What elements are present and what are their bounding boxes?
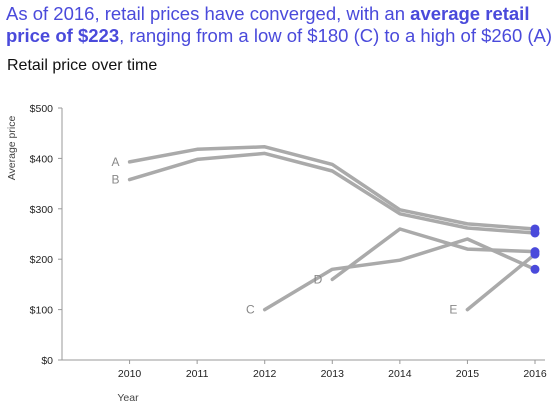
series-label-e: E (449, 303, 457, 317)
series-label-c: C (246, 303, 255, 317)
series-endpoints (530, 224, 540, 274)
y-axis-ticks: $0 $100 $200 $300 $400 $500 (30, 103, 62, 367)
chart-headline: As of 2016, retail prices have converged… (6, 3, 554, 47)
x-axis-label: Year (117, 392, 139, 404)
series-line-b (127, 151, 537, 235)
series-label-b: B (112, 173, 120, 187)
y-tick-label: $200 (30, 254, 54, 266)
y-tick-label: $0 (41, 355, 53, 367)
series-lines (127, 145, 537, 312)
chart-title: Retail price over time (7, 57, 158, 74)
endpoint-dot-c (530, 264, 540, 274)
x-tick-label: 2012 (253, 368, 277, 380)
series-label-a: A (112, 155, 120, 169)
headline-highlight: average retail price of $223 (6, 3, 530, 46)
y-axis-label: Average price (6, 116, 18, 181)
series-line-d (330, 227, 537, 282)
y-tick-label: $300 (30, 204, 54, 216)
series-line-a (127, 145, 537, 231)
x-axis-ticks: 2010 2011 2012 2013 2014 2015 2016 (118, 360, 547, 380)
x-tick-label: 2011 (186, 368, 209, 380)
y-tick-label: $400 (30, 153, 54, 165)
headline-text-start: As of 2016, retail prices have converged… (6, 3, 411, 24)
headline-text-end: , ranging from a low of $180 (C) to a hi… (119, 25, 553, 46)
x-tick-label: 2013 (321, 368, 345, 380)
endpoint-dot-e (530, 249, 540, 259)
x-tick-label: 2010 (118, 368, 142, 380)
series-line-e (465, 252, 537, 312)
x-tick-label: 2016 (523, 368, 547, 380)
y-tick-label: $100 (30, 305, 54, 317)
y-tick-label: $500 (30, 103, 54, 115)
series-labels: AB C D E (112, 155, 458, 317)
x-tick-label: 2015 (456, 368, 480, 380)
endpoint-dot-b (530, 228, 540, 238)
series-label-d: D (314, 272, 323, 286)
x-tick-label: 2014 (388, 368, 412, 380)
